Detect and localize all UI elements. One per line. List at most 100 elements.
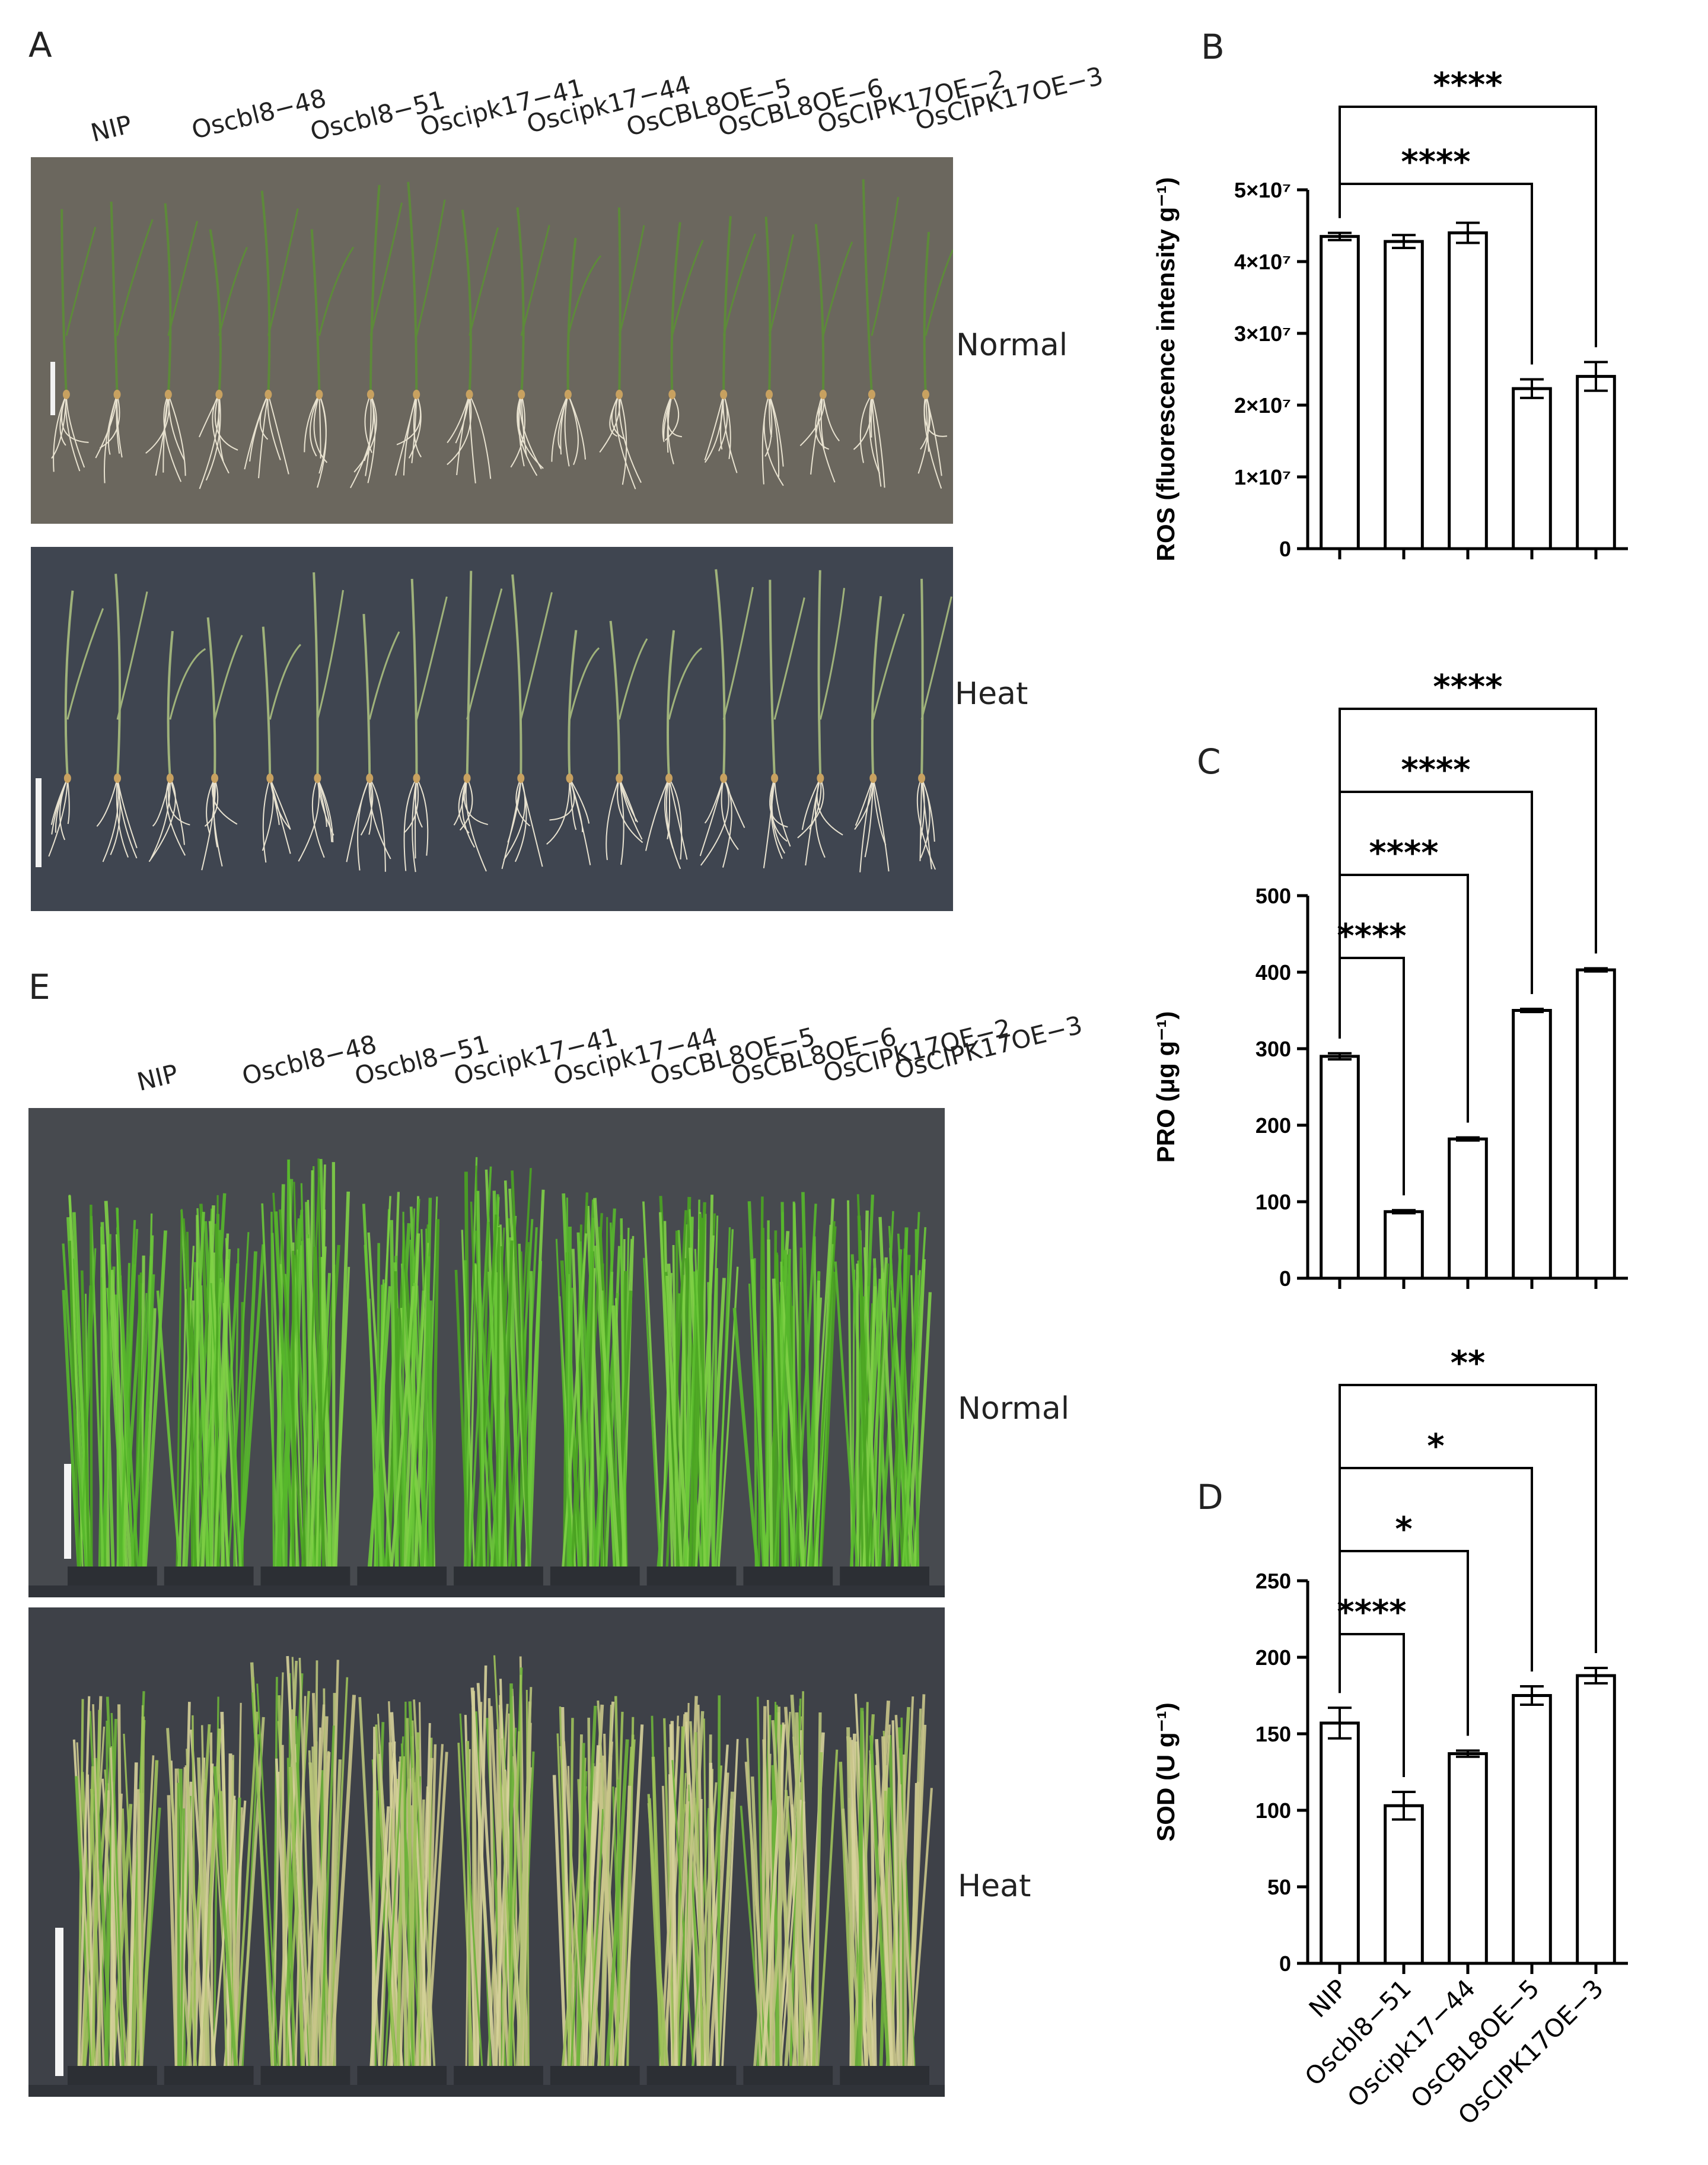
y-tick-label: 200 bbox=[1255, 1113, 1291, 1138]
rice-pot bbox=[357, 1697, 448, 2097]
y-axis-label: SOD (U g⁻¹) bbox=[1152, 1702, 1180, 1841]
x-tick-label: OsCIPK17OE−3 bbox=[1452, 1973, 1609, 2130]
seedling bbox=[96, 574, 148, 862]
y-tick-label: 100 bbox=[1255, 1190, 1291, 1214]
seedling bbox=[797, 570, 846, 866]
y-tick-label: 3×10⁷ bbox=[1234, 321, 1291, 346]
significance-label: **** bbox=[1401, 143, 1470, 182]
y-axis-label: PRO (μg g⁻¹) bbox=[1152, 1011, 1180, 1163]
seedling bbox=[51, 209, 97, 472]
y-tick-label: 0 bbox=[1279, 1266, 1291, 1291]
bar bbox=[1320, 1721, 1360, 1965]
y-tick-label: 4×10⁷ bbox=[1234, 250, 1291, 274]
rice-pot bbox=[68, 1691, 161, 2097]
x-tick-label: NIP bbox=[1304, 1973, 1353, 2023]
y-tick-label: 250 bbox=[1255, 1569, 1291, 1593]
seedling bbox=[145, 203, 199, 482]
significance-label: **** bbox=[1369, 834, 1438, 873]
seedling bbox=[551, 237, 602, 467]
pot-tray bbox=[28, 2085, 945, 2097]
rice-pot bbox=[646, 1695, 739, 2097]
seedling bbox=[453, 571, 503, 872]
panel-letter-d: D bbox=[1197, 1477, 1223, 1517]
seedling bbox=[510, 207, 550, 476]
bar bbox=[1448, 1137, 1488, 1280]
rice-pot bbox=[550, 1696, 644, 2097]
rice-pot bbox=[357, 1192, 447, 1597]
bar bbox=[1320, 1055, 1360, 1280]
rice-pot bbox=[642, 1195, 739, 1597]
seedling bbox=[201, 617, 243, 871]
rice-pot bbox=[260, 1158, 350, 1597]
y-tick-label: 200 bbox=[1255, 1645, 1291, 1670]
seedling bbox=[761, 216, 795, 486]
significance-bracket bbox=[1339, 1633, 1405, 1778]
significance-label: ** bbox=[1451, 1344, 1486, 1383]
bar bbox=[1576, 1674, 1616, 1965]
seedling bbox=[606, 620, 648, 865]
geno-label-e-0: NIP bbox=[134, 1058, 181, 1097]
seedling bbox=[262, 626, 301, 863]
photo-a-heat bbox=[31, 547, 953, 911]
scale-bar bbox=[36, 778, 42, 867]
seedling bbox=[199, 229, 248, 489]
y-tick-label: 100 bbox=[1255, 1798, 1291, 1823]
bar bbox=[1384, 1210, 1424, 1280]
seedling bbox=[546, 630, 600, 865]
panel-letter-b: B bbox=[1201, 27, 1225, 67]
photo-e-heat bbox=[28, 1607, 945, 2097]
y-tick-label: 5×10⁷ bbox=[1234, 178, 1291, 202]
significance-bracket bbox=[1339, 1550, 1469, 1736]
seedling bbox=[662, 222, 704, 464]
seedling bbox=[763, 580, 805, 868]
seedling bbox=[298, 572, 345, 862]
rice-pot bbox=[550, 1192, 640, 1597]
rice-heat-drawing bbox=[28, 1655, 945, 2097]
seedling bbox=[917, 231, 953, 489]
significance-bracket bbox=[1339, 1467, 1533, 1693]
seedling bbox=[395, 182, 446, 476]
seedling bbox=[148, 631, 206, 862]
seedling bbox=[854, 596, 905, 873]
seedling bbox=[244, 190, 299, 479]
panel-letter-e: E bbox=[28, 967, 50, 1007]
label-e-normal: Normal bbox=[958, 1391, 1070, 1427]
panel-letter-a: A bbox=[28, 25, 52, 65]
label-a-heat: Heat bbox=[955, 676, 1028, 712]
significance-label: * bbox=[1427, 1427, 1444, 1466]
seedling bbox=[704, 216, 757, 473]
rice-pot bbox=[454, 1655, 543, 2097]
bar bbox=[1384, 240, 1424, 550]
seedling bbox=[916, 578, 952, 870]
seedling bbox=[799, 224, 853, 483]
scale-bar bbox=[55, 1928, 63, 2076]
seedling bbox=[645, 630, 703, 870]
y-tick-label: 2×10⁷ bbox=[1234, 393, 1291, 418]
rice-normal-drawing bbox=[28, 1157, 945, 1597]
rice-pot bbox=[62, 1195, 167, 1597]
significance-bracket bbox=[1339, 183, 1533, 365]
rice-pot bbox=[834, 1194, 932, 1597]
geno-label-a-1: Oscbl8−48 bbox=[189, 83, 329, 145]
bar bbox=[1512, 1694, 1552, 1965]
seedling bbox=[853, 179, 899, 488]
significance-bracket bbox=[1339, 708, 1597, 1039]
rice-pot bbox=[250, 1655, 356, 2097]
bar bbox=[1512, 1009, 1552, 1280]
seedling bbox=[447, 209, 499, 483]
y-tick-label: 400 bbox=[1255, 960, 1291, 985]
x-tick-label: Oscipk17−44 bbox=[1341, 1973, 1481, 2113]
scale-bar bbox=[64, 1464, 71, 1559]
significance-label: **** bbox=[1337, 917, 1406, 956]
seedling bbox=[599, 207, 645, 489]
significance-bracket bbox=[1339, 791, 1533, 1039]
rice-pot bbox=[732, 1192, 837, 1597]
y-tick-label: 500 bbox=[1255, 884, 1291, 908]
y-tick-label: 0 bbox=[1279, 1951, 1291, 1976]
seedling bbox=[501, 574, 553, 870]
significance-label: **** bbox=[1433, 66, 1502, 104]
seedlings-normal-drawing bbox=[50, 179, 953, 489]
y-tick-label: 50 bbox=[1267, 1875, 1291, 1899]
rice-pot bbox=[164, 1696, 265, 2097]
significance-label: **** bbox=[1433, 668, 1502, 706]
